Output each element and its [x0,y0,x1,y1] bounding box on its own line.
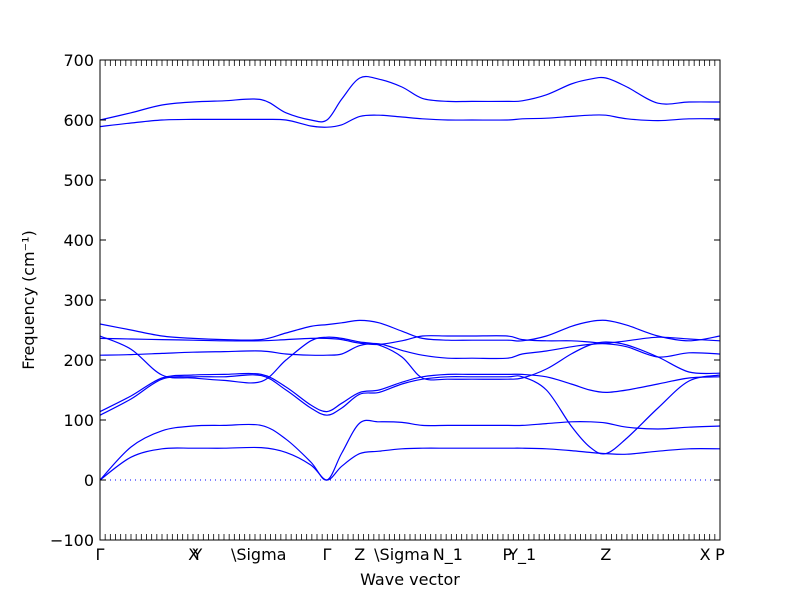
x-tick-label: Z [600,545,611,564]
x-tick-label: N_1 [433,545,463,565]
y-tick-label: 400 [63,231,94,250]
x-tick-label: Y_1 [507,545,536,565]
series-layer [99,75,721,481]
x-tick-label: X [700,545,711,564]
band-line-3 [99,374,721,455]
y-tick-label: 200 [63,351,94,370]
y-ticks: −100 0 100 200 300 400 500 600 700 [50,51,720,550]
x-ticks: Γ XY \Sigma Γ Z \Sigma N_1 PY_1 Z X P [96,60,725,565]
band-line-8 [99,319,721,342]
x-tick-label: P [503,545,513,564]
x-tick-label: Y [191,545,202,564]
y-tick-label: 700 [63,51,94,70]
y-axis-label: Frequency (cm⁻¹) [19,230,38,369]
y-tick-label: 500 [63,171,94,190]
x-tick-label: P [715,545,725,564]
x-axis-label: Wave vector [360,570,460,589]
band-line-9 [99,114,721,128]
band-line-5 [99,335,721,384]
x-tick-label: Γ [96,545,105,564]
y-tick-label: 0 [84,471,94,490]
plot-background [100,60,720,540]
band-line-10 [99,75,721,123]
y-tick-label: −100 [50,531,94,550]
x-tick-label: Γ [322,545,331,564]
band-line-2 [99,419,721,481]
y-tick-label: 300 [63,291,94,310]
x-tick-label: X [188,545,199,564]
x-tick-label: \Sigma [374,545,430,564]
y-tick-label: 600 [63,111,94,130]
x-tick-label: \Sigma [231,545,287,564]
band-line-7 [99,335,721,346]
band-line-4 [99,372,721,413]
plot-frame [99,59,721,541]
y-tick-label: 100 [63,411,94,430]
x-tick-label: Z [354,545,365,564]
